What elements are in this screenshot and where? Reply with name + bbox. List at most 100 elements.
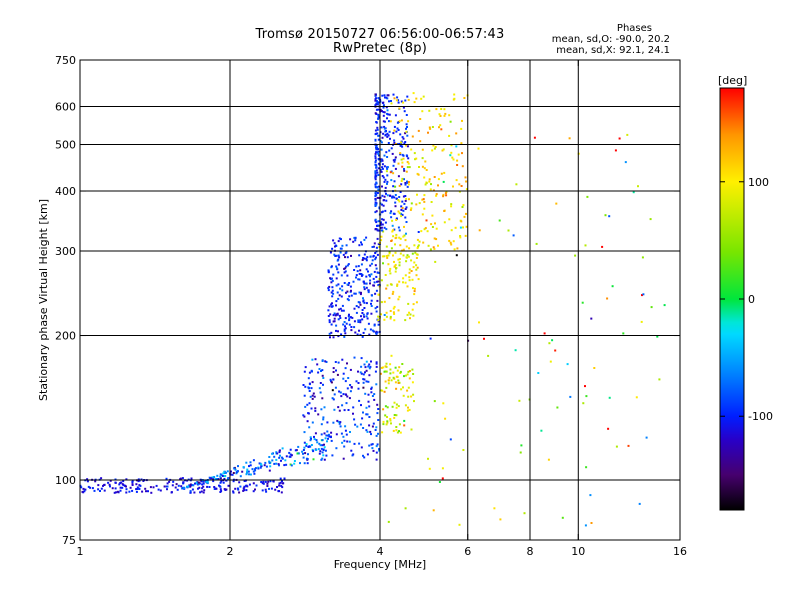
- data-point: [375, 458, 378, 461]
- data-point: [378, 154, 380, 157]
- data-point: [425, 169, 428, 171]
- data-point: [368, 274, 371, 277]
- data-point: [211, 476, 214, 479]
- data-point: [384, 96, 386, 99]
- data-point: [340, 247, 343, 250]
- data-point: [388, 120, 390, 123]
- data-point: [415, 157, 418, 160]
- data-point: [166, 485, 169, 488]
- data-point: [381, 159, 384, 162]
- data-point: [330, 431, 333, 434]
- data-point: [393, 160, 396, 163]
- data-point: [384, 134, 387, 137]
- data-point: [413, 261, 416, 264]
- data-point: [383, 300, 386, 303]
- data-point: [212, 480, 215, 483]
- data-point: [353, 442, 356, 445]
- data-point: [394, 381, 397, 384]
- data-point: [590, 522, 593, 524]
- data-point: [398, 236, 401, 239]
- x-tick-label: 6: [464, 545, 471, 558]
- data-point: [314, 358, 317, 361]
- data-point: [262, 480, 265, 483]
- data-point: [439, 124, 442, 127]
- data-point: [401, 177, 404, 180]
- data-point: [386, 256, 389, 259]
- data-point: [421, 157, 424, 160]
- data-point: [304, 385, 307, 388]
- data-point: [375, 210, 378, 213]
- data-point: [386, 132, 389, 135]
- data-point: [311, 448, 314, 451]
- data-point: [386, 416, 388, 418]
- data-point: [375, 445, 378, 448]
- data-point: [381, 431, 384, 434]
- data-point: [462, 226, 464, 229]
- data-point: [373, 393, 376, 396]
- data-point: [382, 408, 385, 411]
- data-point: [392, 93, 395, 96]
- data-point: [171, 484, 174, 487]
- data-point: [371, 425, 374, 428]
- data-point: [422, 241, 425, 244]
- data-point: [312, 450, 315, 453]
- data-point: [249, 473, 252, 476]
- data-point: [422, 95, 425, 98]
- data-point: [407, 302, 410, 305]
- colorbar-tick-label: 0: [748, 293, 755, 306]
- data-point: [216, 474, 219, 477]
- data-point: [507, 229, 510, 232]
- data-point: [318, 442, 321, 445]
- data-point: [438, 126, 440, 129]
- data-point: [380, 366, 383, 369]
- data-point: [362, 257, 365, 259]
- data-point: [363, 286, 366, 289]
- data-point: [413, 101, 416, 104]
- data-point: [302, 452, 304, 455]
- data-point: [261, 482, 264, 485]
- data-point: [438, 481, 441, 483]
- data-point: [635, 396, 638, 399]
- data-point: [140, 478, 143, 481]
- data-point: [377, 224, 380, 227]
- data-point: [404, 404, 407, 407]
- data-point: [428, 126, 431, 129]
- data-point: [219, 488, 222, 491]
- data-point: [375, 203, 378, 206]
- data-point: [423, 200, 426, 203]
- data-point: [368, 333, 371, 336]
- data-point: [400, 208, 403, 211]
- data-point: [242, 466, 245, 469]
- data-point: [278, 456, 281, 459]
- data-point: [315, 439, 318, 442]
- data-point: [357, 387, 360, 390]
- data-point: [398, 184, 401, 187]
- data-point: [363, 238, 366, 241]
- data-point: [390, 283, 393, 286]
- data-point: [330, 265, 333, 268]
- data-point: [383, 180, 386, 183]
- data-point: [441, 149, 444, 152]
- data-point: [360, 372, 363, 375]
- data-point: [343, 445, 346, 448]
- data-point: [622, 332, 625, 335]
- data-point: [271, 452, 274, 455]
- data-point: [338, 390, 341, 393]
- data-point: [310, 407, 313, 410]
- data-point: [392, 164, 395, 167]
- data-point: [421, 213, 424, 216]
- data-point: [331, 389, 334, 392]
- data-point: [434, 260, 437, 263]
- data-point: [390, 210, 393, 213]
- data-point: [324, 437, 327, 440]
- data-point: [408, 247, 411, 250]
- data-point: [321, 397, 324, 400]
- data-point: [384, 405, 387, 408]
- data-point: [421, 110, 424, 113]
- data-point: [335, 300, 338, 303]
- data-point: [397, 298, 400, 301]
- data-point: [386, 174, 389, 177]
- data-point: [389, 418, 392, 420]
- data-point: [245, 489, 248, 492]
- data-point: [318, 387, 321, 390]
